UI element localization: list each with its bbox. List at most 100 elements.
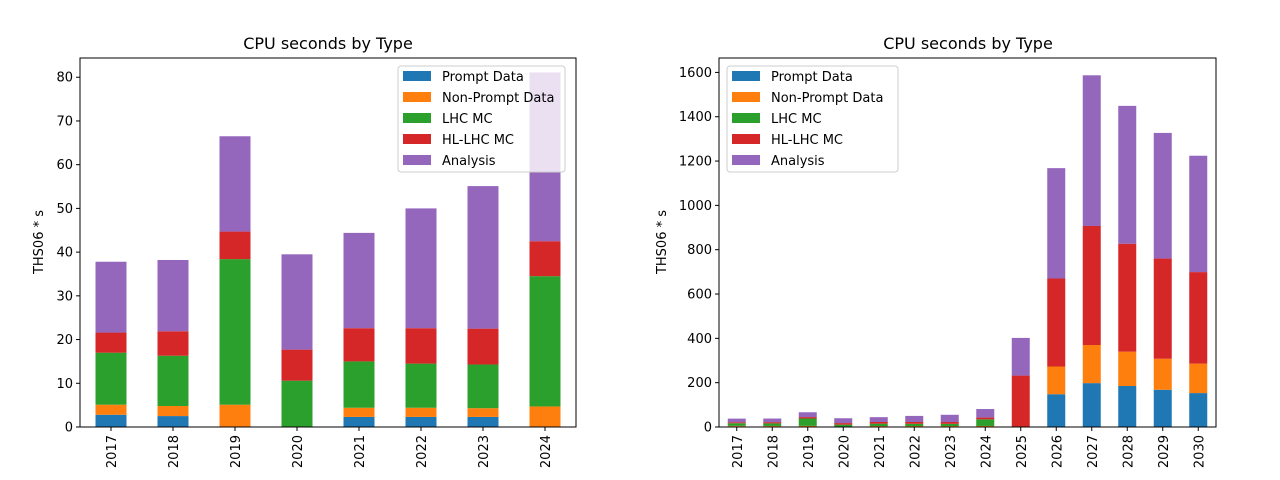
legend-box [726,65,899,173]
bar-2018-series-1 [157,406,189,417]
bar-2017-series-1 [727,425,746,427]
chart-right-ylabel: THS06 * s [655,210,670,275]
bar-2026-series-3 [1047,278,1066,367]
y-tick-label: 600 [687,288,712,303]
bar-2020-series-3 [281,349,313,381]
x-tick-label: 2017 [731,435,746,468]
bar-2017-series-1 [95,404,127,415]
y-tick-label: 10 [56,377,73,392]
legend-label: HL-LHC MC [442,133,514,148]
bar-2021-series-1 [343,407,375,417]
bar-2018-series-3 [763,422,782,424]
bar-2020-series-4 [281,254,313,350]
legend-swatch [403,155,431,165]
x-tick-label: 2028 [1121,435,1136,468]
bar-2020-series-4 [834,418,853,424]
legend-swatch [403,113,431,123]
bar-2018-series-0 [157,416,189,427]
legend-swatch [732,113,760,123]
bar-2017-series-2 [95,352,127,405]
legend-swatch [732,134,760,144]
chart-right-legend: Prompt Data Non-Prompt Data LHC MC HL-LHC M… [726,65,899,173]
legend-label: HL-LHC MC [771,133,843,148]
bar-2023-series-1 [467,408,499,417]
bar-2017-series-0 [95,414,127,427]
bar-2018-series-1 [763,425,782,427]
bar-2021-series-3 [343,328,375,362]
chart-right-title: CPU seconds by Type [883,34,1053,53]
y-tick-label: 800 [687,243,712,258]
bar-2018-series-2 [157,355,189,407]
y-tick-label: 1600 [679,66,712,81]
x-tick-label: 2026 [1050,435,1065,468]
bar-2027-series-1 [1082,345,1101,384]
legend-label: Analysis [442,154,496,169]
x-tick-label: 2024 [539,435,554,468]
legend-label: Non-Prompt Data [771,91,883,106]
x-tick-label: 2023 [944,435,959,468]
y-tick-label: 1400 [679,110,712,125]
x-tick-label: 2021 [353,435,368,468]
bar-2021-series-3 [869,421,888,424]
bar-2025-series-3 [1011,375,1030,427]
legend-label: Non-Prompt Data [442,91,554,106]
y-tick-label: 1200 [679,155,712,170]
bar-2027-series-4 [1082,75,1101,226]
bar-2018-series-2 [763,423,782,426]
x-tick-label: 2022 [908,435,923,468]
bar-2028-series-1 [1118,351,1137,386]
y-tick-label: 60 [56,158,73,173]
chart-left-y-ticks: 0 10 20 30 40 50 60 70 80 [56,71,80,436]
chart-left-plot-frame [79,57,577,428]
bar-2023-series-4 [467,186,499,329]
x-tick-label: 2029 [1157,435,1172,468]
x-tick-label: 2018 [167,435,182,468]
chart-right-bars [727,75,1208,427]
bar-2017-series-4 [727,418,746,423]
y-tick-label: 30 [56,289,73,304]
y-tick-label: 0 [704,421,712,436]
bar-2022-series-1 [405,407,437,417]
bar-2023-series-4 [940,414,959,423]
x-tick-label: 2023 [477,435,492,468]
chart-right-plot-frame [718,57,1217,428]
y-tick-label: 80 [56,71,73,86]
bar-2029-series-1 [1153,358,1172,390]
x-tick-label: 2020 [291,435,306,468]
chart-left-x-ticks: 2017 2018 2019 2020 2021 2022 2023 2024 [105,427,554,468]
bar-2023-series-2 [940,423,959,427]
x-tick-label: 2022 [415,435,430,468]
bar-2030-series-1 [1189,363,1208,394]
bar-2021-series-2 [869,423,888,427]
bar-2030-series-0 [1189,393,1208,427]
bar-2028-series-3 [1118,243,1137,352]
bar-2019-series-4 [798,412,817,418]
bar-2017-series-4 [95,261,127,333]
legend-swatch [732,92,760,102]
bar-2020-series-3 [834,423,853,425]
chart-left-ylabel: THS06 * s [32,210,47,275]
x-tick-label: 2021 [873,435,888,468]
bar-2024-series-2 [976,419,995,426]
bar-2025-series-4 [1011,337,1030,376]
bar-2030-series-4 [1189,155,1208,273]
bar-2019-series-2 [219,259,251,405]
x-tick-label: 2020 [837,435,852,468]
x-tick-label: 2019 [229,435,244,468]
bar-2020-series-2 [281,380,313,427]
bar-2019-series-1 [219,404,251,427]
bar-2024-series-2 [529,276,561,407]
legend-label: LHC MC [771,112,822,127]
x-tick-label: 2018 [766,435,781,468]
bar-2021-series-4 [343,232,375,329]
bar-2022-series-3 [905,421,924,424]
bar-2022-series-3 [405,328,437,364]
bar-2019-series-2 [798,418,817,426]
x-tick-label: 2017 [105,435,120,468]
legend-swatch [403,134,431,144]
bar-2027-series-0 [1082,383,1101,427]
y-tick-label: 0 [65,421,73,436]
bar-2024-series-3 [976,417,995,420]
bar-2024-series-1 [529,406,561,427]
